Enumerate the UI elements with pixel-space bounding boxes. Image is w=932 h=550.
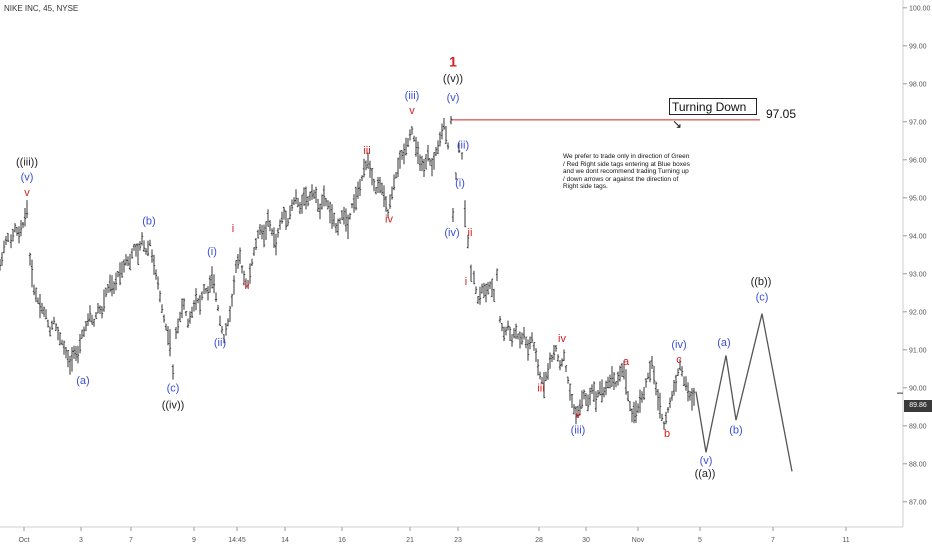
y-tick-label: 97.00 <box>909 119 927 126</box>
y-tick-label: 92.00 <box>909 309 927 316</box>
wave-label: (iv) <box>671 339 686 351</box>
wave-label: iv <box>558 333 566 345</box>
wave-label: (a) <box>76 375 89 387</box>
turning-down-indicator: Turning Down ↘ <box>669 98 757 131</box>
wave-label: iii <box>363 145 370 157</box>
wave-label: (iii) <box>405 90 420 102</box>
x-tick-label: 3 <box>79 537 83 544</box>
y-tick-label: 93.00 <box>909 271 927 278</box>
wave-label: 1 <box>449 54 457 70</box>
chart-header: NIKE INC, 45, NYSE <box>4 4 79 13</box>
wave-label: i <box>232 223 234 235</box>
wave-label: iv <box>385 214 393 226</box>
wave-label: ((iv)) <box>162 400 185 412</box>
wave-label: b <box>664 428 670 440</box>
target-price-label: 97.05 <box>766 107 797 121</box>
y-tick-label: 96.00 <box>909 157 927 164</box>
turning-down-label: Turning Down <box>672 100 747 114</box>
x-tick-label: 16 <box>338 537 346 544</box>
x-tick-label: Nov <box>632 537 645 544</box>
wave-label: ((iii)) <box>16 157 38 169</box>
wave-label: (v) <box>447 92 460 104</box>
wave-label: ii <box>245 280 250 292</box>
wave-label: (b) <box>729 424 742 436</box>
x-tick-label: 21 <box>406 537 414 544</box>
wave-label: (a) <box>717 337 730 349</box>
wave-label: (c) <box>756 291 769 303</box>
wave-label: (v) <box>21 172 34 184</box>
x-tick-label: 23 <box>454 537 462 544</box>
x-tick-label: 14:45 <box>228 537 246 544</box>
wave-label: (iv) <box>444 227 459 239</box>
wave-label: (ii) <box>214 337 226 349</box>
x-tick-label: 7 <box>771 537 775 544</box>
wave-label: (v) <box>700 455 713 467</box>
wave-label: (b) <box>142 215 155 227</box>
wave-label: v <box>575 409 581 421</box>
down-arrow-icon: ↘ <box>672 117 683 131</box>
wave-label: (iii) <box>571 424 586 436</box>
wave-label: i <box>465 276 467 288</box>
y-tick-label: 94.00 <box>909 233 927 240</box>
y-tick-label: 88.00 <box>909 461 927 468</box>
y-tick-label: 99.00 <box>909 43 927 50</box>
x-tick-label: Oct <box>19 537 30 544</box>
wave-label: ii <box>468 227 473 239</box>
x-tick-label: 30 <box>582 537 590 544</box>
wave-label: (ii) <box>457 139 469 151</box>
wave-label: v <box>409 105 415 117</box>
wave-label: ((v)) <box>443 73 463 85</box>
y-tick-label: 91.00 <box>909 347 927 354</box>
last-price-tag: 89.86 <box>904 400 932 412</box>
wave-label: iii <box>537 383 544 395</box>
y-tick-label: 100.00 <box>909 5 931 12</box>
y-tick-label: 90.00 <box>909 385 927 392</box>
wave-label: v <box>24 187 30 199</box>
wave-label: (i) <box>455 177 465 189</box>
x-tick-label: 9 <box>192 537 196 544</box>
x-tick-label: 7 <box>129 537 133 544</box>
x-tick-label: 5 <box>698 537 702 544</box>
disclaimer-note: We prefer to trade only in direction of … <box>563 153 690 190</box>
wave-label: ((b)) <box>751 276 772 288</box>
y-tick-label: 89.00 <box>909 423 927 430</box>
x-tick-label: 28 <box>535 537 543 544</box>
x-tick-label: 11 <box>842 537 849 544</box>
y-tick-label: 87.00 <box>909 499 927 506</box>
wave-label: (c) <box>167 383 180 395</box>
wave-label: ((a)) <box>695 468 716 480</box>
wave-label: a <box>623 356 630 368</box>
y-tick-label: 98.00 <box>909 81 927 88</box>
wave-label: c <box>676 354 682 366</box>
wave-projection-path <box>695 313 793 472</box>
y-tick-label: 95.00 <box>909 195 927 202</box>
wave-label: (i) <box>207 246 217 258</box>
x-tick-label: 14 <box>281 537 289 544</box>
